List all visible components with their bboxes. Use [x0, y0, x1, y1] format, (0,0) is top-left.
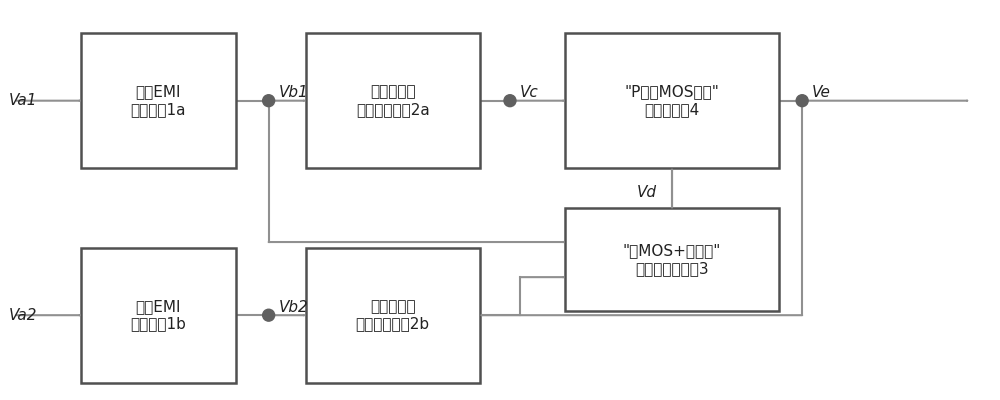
- Text: "P沟道MOS并联"
切换主电路4: "P沟道MOS并联" 切换主电路4: [625, 84, 719, 117]
- Text: Ve: Ve: [812, 85, 831, 100]
- Text: 输入EMI
滤波电路1a: 输入EMI 滤波电路1a: [131, 84, 186, 117]
- FancyBboxPatch shape: [81, 248, 236, 383]
- Text: 理想二级管
或门控制电路2b: 理想二级管 或门控制电路2b: [356, 299, 430, 331]
- Ellipse shape: [263, 95, 275, 107]
- FancyBboxPatch shape: [565, 208, 779, 311]
- FancyBboxPatch shape: [306, 248, 480, 383]
- FancyBboxPatch shape: [565, 33, 779, 168]
- FancyBboxPatch shape: [81, 33, 236, 168]
- Text: 输入EMI
滤波电路1b: 输入EMI 滤波电路1b: [131, 299, 186, 331]
- Text: "光MOS+磁保持"
继电器控制电路3: "光MOS+磁保持" 继电器控制电路3: [623, 243, 721, 276]
- Text: 理想二级管
或门控制电路2a: 理想二级管 或门控制电路2a: [356, 84, 430, 117]
- Text: Vc: Vc: [520, 85, 539, 100]
- Ellipse shape: [796, 95, 808, 107]
- Text: Vd: Vd: [637, 184, 657, 200]
- Text: Vb2: Vb2: [279, 300, 308, 315]
- FancyBboxPatch shape: [306, 33, 480, 168]
- Ellipse shape: [263, 309, 275, 321]
- Text: Vb1: Vb1: [279, 85, 308, 100]
- Ellipse shape: [504, 95, 516, 107]
- Text: Va1: Va1: [8, 93, 37, 108]
- Text: Va2: Va2: [8, 308, 37, 323]
